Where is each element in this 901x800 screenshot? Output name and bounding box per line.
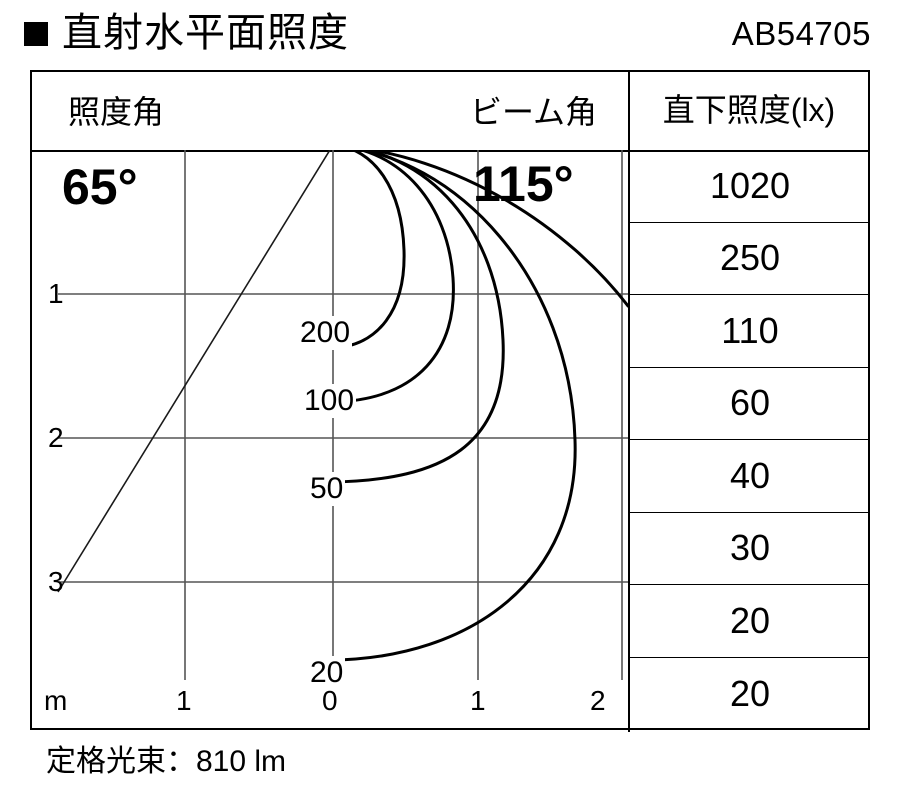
model-code: AB54705 <box>731 15 871 52</box>
cell-value: 40 <box>729 454 771 496</box>
direct-illuminance-table: 1020 250 110 60 40 30 20 20 <box>630 150 870 730</box>
table-row: 1020 <box>630 150 870 223</box>
x-axis-label-0: 0 <box>322 685 338 716</box>
cell-value: 20 <box>729 599 771 641</box>
illuminance-angle-header: 照度角 <box>68 94 165 130</box>
isolux-diagram-svg <box>57 150 628 680</box>
x-axis-label-1: 1 <box>470 685 486 716</box>
page-title: 直射水平面照度 <box>62 11 349 55</box>
table-row: 30 <box>630 513 870 585</box>
header-rule <box>30 150 870 152</box>
title-bar: 直射水平面照度 AB54705 <box>0 0 901 68</box>
column-divider <box>628 70 630 732</box>
isolux-curve-20 <box>331 150 577 662</box>
isolux-curve-200 <box>331 150 406 350</box>
beam-angle-value: 115° <box>473 156 574 212</box>
curve-label-20: 20 <box>308 656 346 690</box>
beam-angle-header: ビーム角 <box>470 94 598 130</box>
isolux-curve-30 <box>362 150 628 308</box>
curve-label-200: 200 <box>298 316 353 350</box>
table-row: 20 <box>630 585 870 658</box>
y-axis-label-2: 2 <box>48 422 64 453</box>
chart-frame <box>30 70 870 730</box>
table-row: 250 <box>630 223 870 295</box>
cell-value: 110 <box>721 309 779 351</box>
curve-label-100: 100 <box>302 384 357 418</box>
x-axis-label-minus1: 1 <box>176 685 192 716</box>
x-axis-label-2: 2 <box>590 685 606 716</box>
curve-label-50: 50 <box>308 472 346 506</box>
table-row: 40 <box>630 440 870 513</box>
cell-value: 1020 <box>709 164 791 206</box>
isolux-curve-100 <box>331 150 455 404</box>
square-bullet-icon <box>24 22 48 46</box>
illuminance-angle-ray <box>57 150 331 593</box>
isolux-diagram: 1 2 3 m 1 0 1 2 200 100 50 20 <box>30 150 628 730</box>
cell-value: 60 <box>729 382 771 424</box>
table-row: 20 <box>630 658 870 731</box>
y-axis-label-1: 1 <box>48 278 64 309</box>
cell-value: 250 <box>719 237 781 279</box>
y-axis-label-3: 3 <box>48 566 64 597</box>
table-row: 110 <box>630 295 870 368</box>
isolux-curve-50 <box>331 150 505 484</box>
cell-value: 20 <box>729 672 771 714</box>
x-axis-unit-label: m <box>44 685 68 716</box>
isolux-curves <box>331 150 628 662</box>
illuminance-angle-value: 65° <box>62 159 138 215</box>
cell-value: 30 <box>729 527 771 569</box>
rated-flux-note: 定格光束：810 lm <box>46 745 287 778</box>
direct-illuminance-header: 直下照度(lx) <box>662 92 836 128</box>
table-row: 60 <box>630 368 870 440</box>
